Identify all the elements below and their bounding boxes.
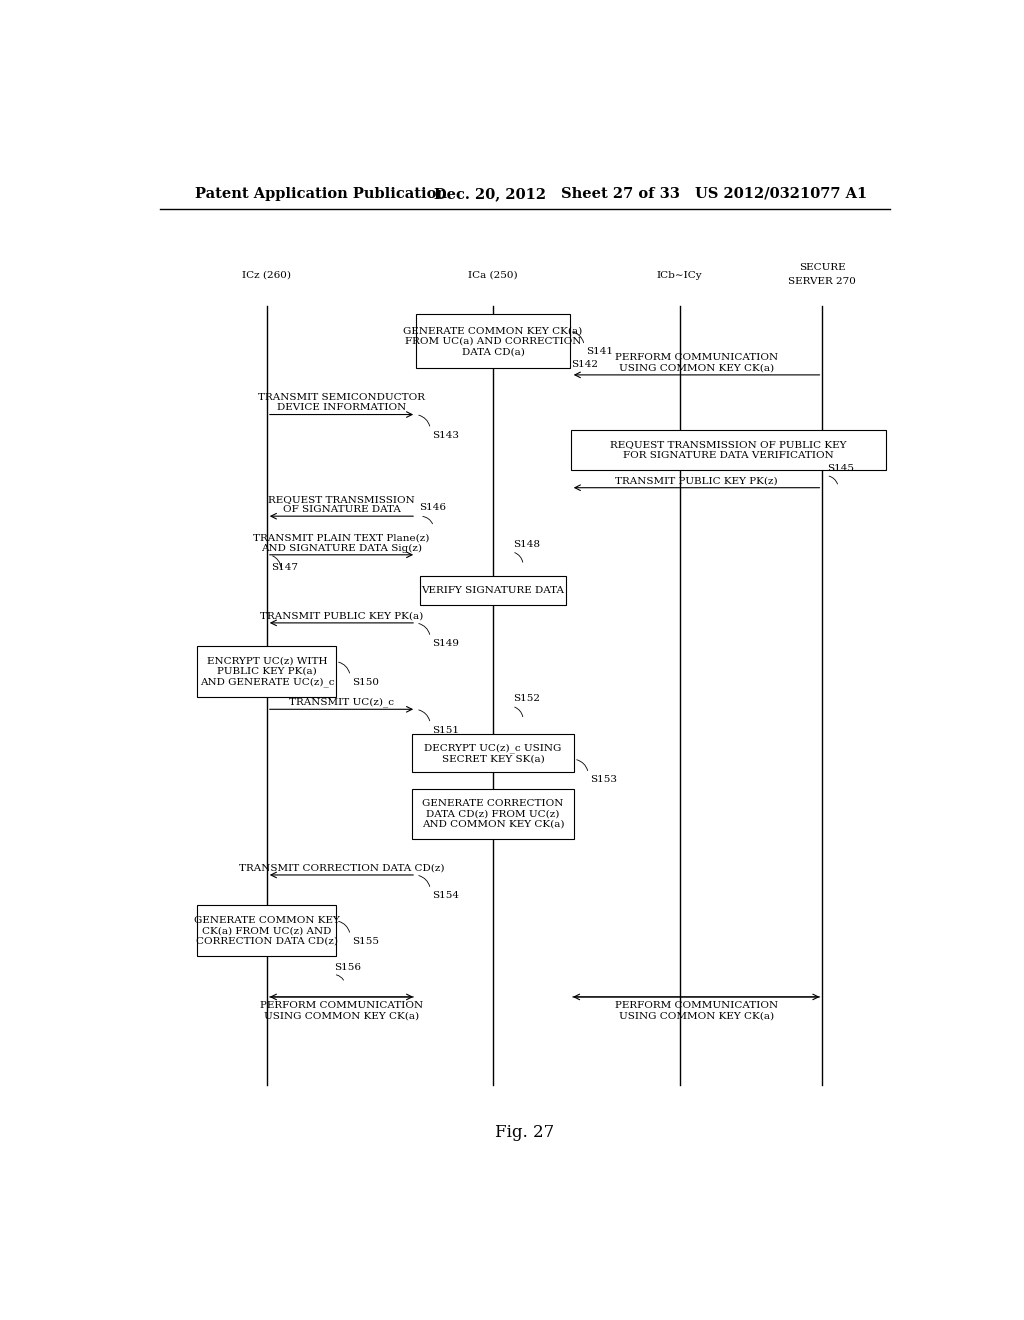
Text: S141: S141 [586, 347, 613, 356]
FancyBboxPatch shape [570, 430, 886, 470]
Text: Sheet 27 of 33: Sheet 27 of 33 [560, 187, 679, 201]
Text: S155: S155 [352, 937, 379, 946]
Text: S146: S146 [419, 503, 446, 512]
FancyBboxPatch shape [198, 906, 336, 956]
Text: S145: S145 [827, 465, 854, 474]
Text: PERFORM COMMUNICATION
USING COMMON KEY CK(a): PERFORM COMMUNICATION USING COMMON KEY C… [615, 354, 778, 372]
FancyBboxPatch shape [416, 314, 570, 368]
Text: GENERATE COMMON KEY CK(a)
FROM UC(a) AND CORRECTION
DATA CD(a): GENERATE COMMON KEY CK(a) FROM UC(a) AND… [403, 326, 583, 356]
Text: REQUEST TRANSMISSION OF PUBLIC KEY
FOR SIGNATURE DATA VERIFICATION: REQUEST TRANSMISSION OF PUBLIC KEY FOR S… [610, 441, 847, 459]
Text: PERFORM COMMUNICATION
USING COMMON KEY CK(a): PERFORM COMMUNICATION USING COMMON KEY C… [260, 1001, 423, 1020]
Text: VERIFY SIGNATURE DATA: VERIFY SIGNATURE DATA [422, 586, 564, 595]
Text: DECRYPT UC(z)_c USING
SECRET KEY SK(a): DECRYPT UC(z)_c USING SECRET KEY SK(a) [424, 743, 562, 763]
Text: S151: S151 [432, 726, 459, 734]
Text: Fig. 27: Fig. 27 [496, 1123, 554, 1140]
Text: S154: S154 [432, 891, 459, 900]
Text: PERFORM COMMUNICATION
USING COMMON KEY CK(a): PERFORM COMMUNICATION USING COMMON KEY C… [614, 1001, 778, 1020]
Text: SECURE: SECURE [799, 263, 846, 272]
Text: TRANSMIT PUBLIC KEY PK(a): TRANSMIT PUBLIC KEY PK(a) [260, 612, 423, 620]
Text: S142: S142 [570, 360, 598, 368]
Text: S149: S149 [432, 639, 459, 648]
Text: ICa (250): ICa (250) [468, 271, 518, 280]
Text: S148: S148 [513, 540, 540, 549]
Text: US 2012/0321077 A1: US 2012/0321077 A1 [695, 187, 867, 201]
Text: ICz (260): ICz (260) [243, 271, 292, 280]
FancyBboxPatch shape [420, 576, 566, 605]
Text: TRANSMIT SEMICONDUCTOR
DEVICE INFORMATION: TRANSMIT SEMICONDUCTOR DEVICE INFORMATIO… [258, 393, 425, 412]
FancyBboxPatch shape [198, 647, 336, 697]
Text: S147: S147 [270, 562, 298, 572]
Text: S156: S156 [334, 962, 361, 972]
Text: TRANSMIT CORRECTION DATA CD(z): TRANSMIT CORRECTION DATA CD(z) [239, 863, 444, 873]
Text: GENERATE COMMON KEY
CK(a) FROM UC(z) AND
CORRECTION DATA CD(z): GENERATE COMMON KEY CK(a) FROM UC(z) AND… [194, 916, 340, 945]
Text: Patent Application Publication: Patent Application Publication [196, 187, 447, 201]
Text: ICb∼ICy: ICb∼ICy [656, 271, 702, 280]
Text: S153: S153 [590, 775, 616, 784]
FancyBboxPatch shape [412, 734, 574, 772]
Text: ENCRYPT UC(z) WITH
PUBLIC KEY PK(a)
AND GENERATE UC(z)_c: ENCRYPT UC(z) WITH PUBLIC KEY PK(a) AND … [200, 656, 334, 686]
Text: S150: S150 [352, 677, 379, 686]
Text: TRANSMIT PUBLIC KEY PK(z): TRANSMIT PUBLIC KEY PK(z) [615, 477, 778, 486]
Text: Dec. 20, 2012: Dec. 20, 2012 [433, 187, 546, 201]
Text: S143: S143 [432, 430, 459, 440]
Text: TRANSMIT UC(z)_c: TRANSMIT UC(z)_c [289, 697, 394, 708]
Text: S152: S152 [513, 694, 540, 704]
Text: GENERATE CORRECTION
DATA CD(z) FROM UC(z)
AND COMMON KEY CK(a): GENERATE CORRECTION DATA CD(z) FROM UC(z… [422, 799, 564, 829]
Text: REQUEST TRANSMISSION
OF SIGNATURE DATA: REQUEST TRANSMISSION OF SIGNATURE DATA [268, 495, 415, 515]
Text: TRANSMIT PLAIN TEXT Plane(z)
AND SIGNATURE DATA Sig(z): TRANSMIT PLAIN TEXT Plane(z) AND SIGNATU… [253, 533, 430, 553]
FancyBboxPatch shape [412, 788, 574, 840]
Text: SERVER 270: SERVER 270 [788, 277, 856, 286]
